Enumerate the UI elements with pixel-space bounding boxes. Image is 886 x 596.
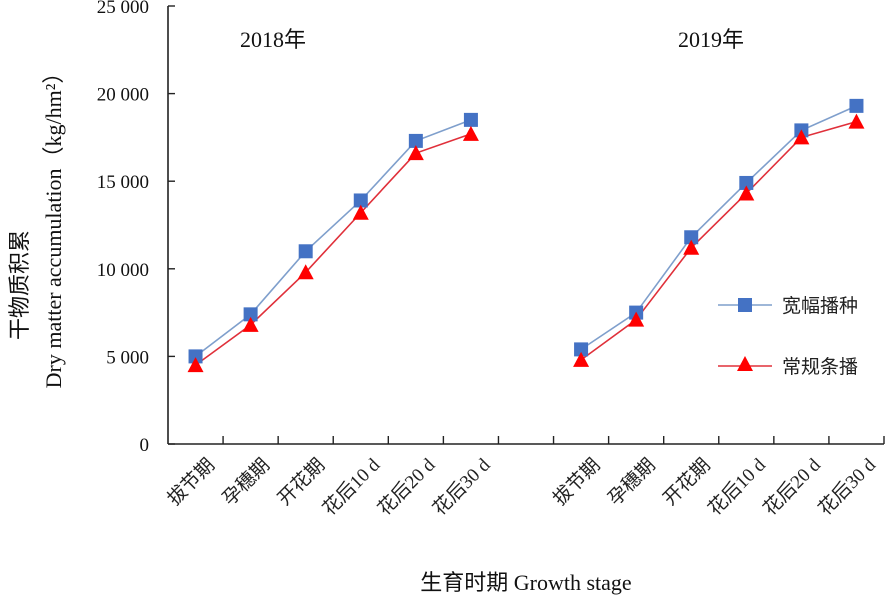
x-category-label: 花后10 d xyxy=(318,454,384,520)
data-point-conventional xyxy=(297,264,314,280)
x-category-label: 花后20 d xyxy=(373,454,439,520)
x-category-label: 拔节期 xyxy=(163,454,219,510)
data-point-wide xyxy=(243,307,258,322)
data-point-wide xyxy=(739,175,754,190)
y-axis-title-en: Dry matter accumulation（kg/hm²） xyxy=(41,62,66,389)
panel-title-2019: 2019年 xyxy=(678,27,744,52)
x-category-label: 孕穗期 xyxy=(218,454,274,510)
y-axis-title-cn: 干物质积累 xyxy=(8,230,33,340)
x-category-label: 拔节期 xyxy=(549,454,605,510)
x-category-label: 开花期 xyxy=(273,454,329,510)
data-point-conventional xyxy=(242,316,259,332)
x-category-label: 花后30 d xyxy=(429,454,495,520)
data-point-wide xyxy=(353,193,368,208)
panel-title-2018: 2018年 xyxy=(240,27,306,52)
series-layer xyxy=(187,98,865,373)
y-tick-label: 15 000 xyxy=(97,172,149,193)
y-axis-ticks: 0 5 000 10 000 15 000 20 000 25 000 xyxy=(97,0,175,456)
data-point-wide xyxy=(684,230,699,245)
series-line-wide-2019年 xyxy=(580,105,857,351)
data-point-conventional xyxy=(352,204,369,220)
x-category-label: 花后10 d xyxy=(704,454,770,520)
y-tick-label: 0 xyxy=(140,435,150,456)
y-tick-label: 25 000 xyxy=(97,0,149,18)
data-point-conventional xyxy=(462,125,479,141)
legend-label-wide: 宽幅播种 xyxy=(782,295,858,317)
legend-label-conv: 常规条播 xyxy=(782,356,858,378)
y-tick-label: 5 000 xyxy=(106,347,149,368)
y-tick-label: 20 000 xyxy=(97,85,149,106)
y-tick-label: 10 000 xyxy=(97,260,149,281)
data-point-wide xyxy=(463,112,478,127)
x-category-label: 开花期 xyxy=(659,454,715,510)
x-category-label: 花后20 d xyxy=(759,454,825,520)
series-line-conventional-2018年 xyxy=(195,133,472,366)
data-point-conventional xyxy=(793,129,810,145)
data-point-wide xyxy=(188,349,203,364)
data-point-conventional xyxy=(573,351,590,367)
legend-marker-triangle xyxy=(737,356,753,371)
data-point-conventional xyxy=(683,239,700,255)
data-point-conventional xyxy=(628,311,645,327)
data-point-conventional xyxy=(848,113,865,129)
x-axis-title: 生育时期 Growth stage xyxy=(420,570,631,595)
data-point-wide xyxy=(849,98,864,113)
data-point-wide xyxy=(574,342,589,357)
data-point-wide xyxy=(298,244,313,259)
legend-marker-square xyxy=(738,298,752,312)
data-point-conventional xyxy=(407,145,424,161)
data-point-conventional xyxy=(738,185,755,201)
x-category-label: 孕穗期 xyxy=(604,454,660,510)
legend: 宽幅播种 常规条播 xyxy=(718,295,858,378)
series-line-wide-2018年 xyxy=(195,119,472,358)
axes xyxy=(167,6,884,445)
x-category-label: 花后30 d xyxy=(814,454,880,520)
data-point-wide xyxy=(408,133,423,148)
series-line-conventional-2019年 xyxy=(580,120,857,361)
data-point-conventional xyxy=(187,357,204,373)
